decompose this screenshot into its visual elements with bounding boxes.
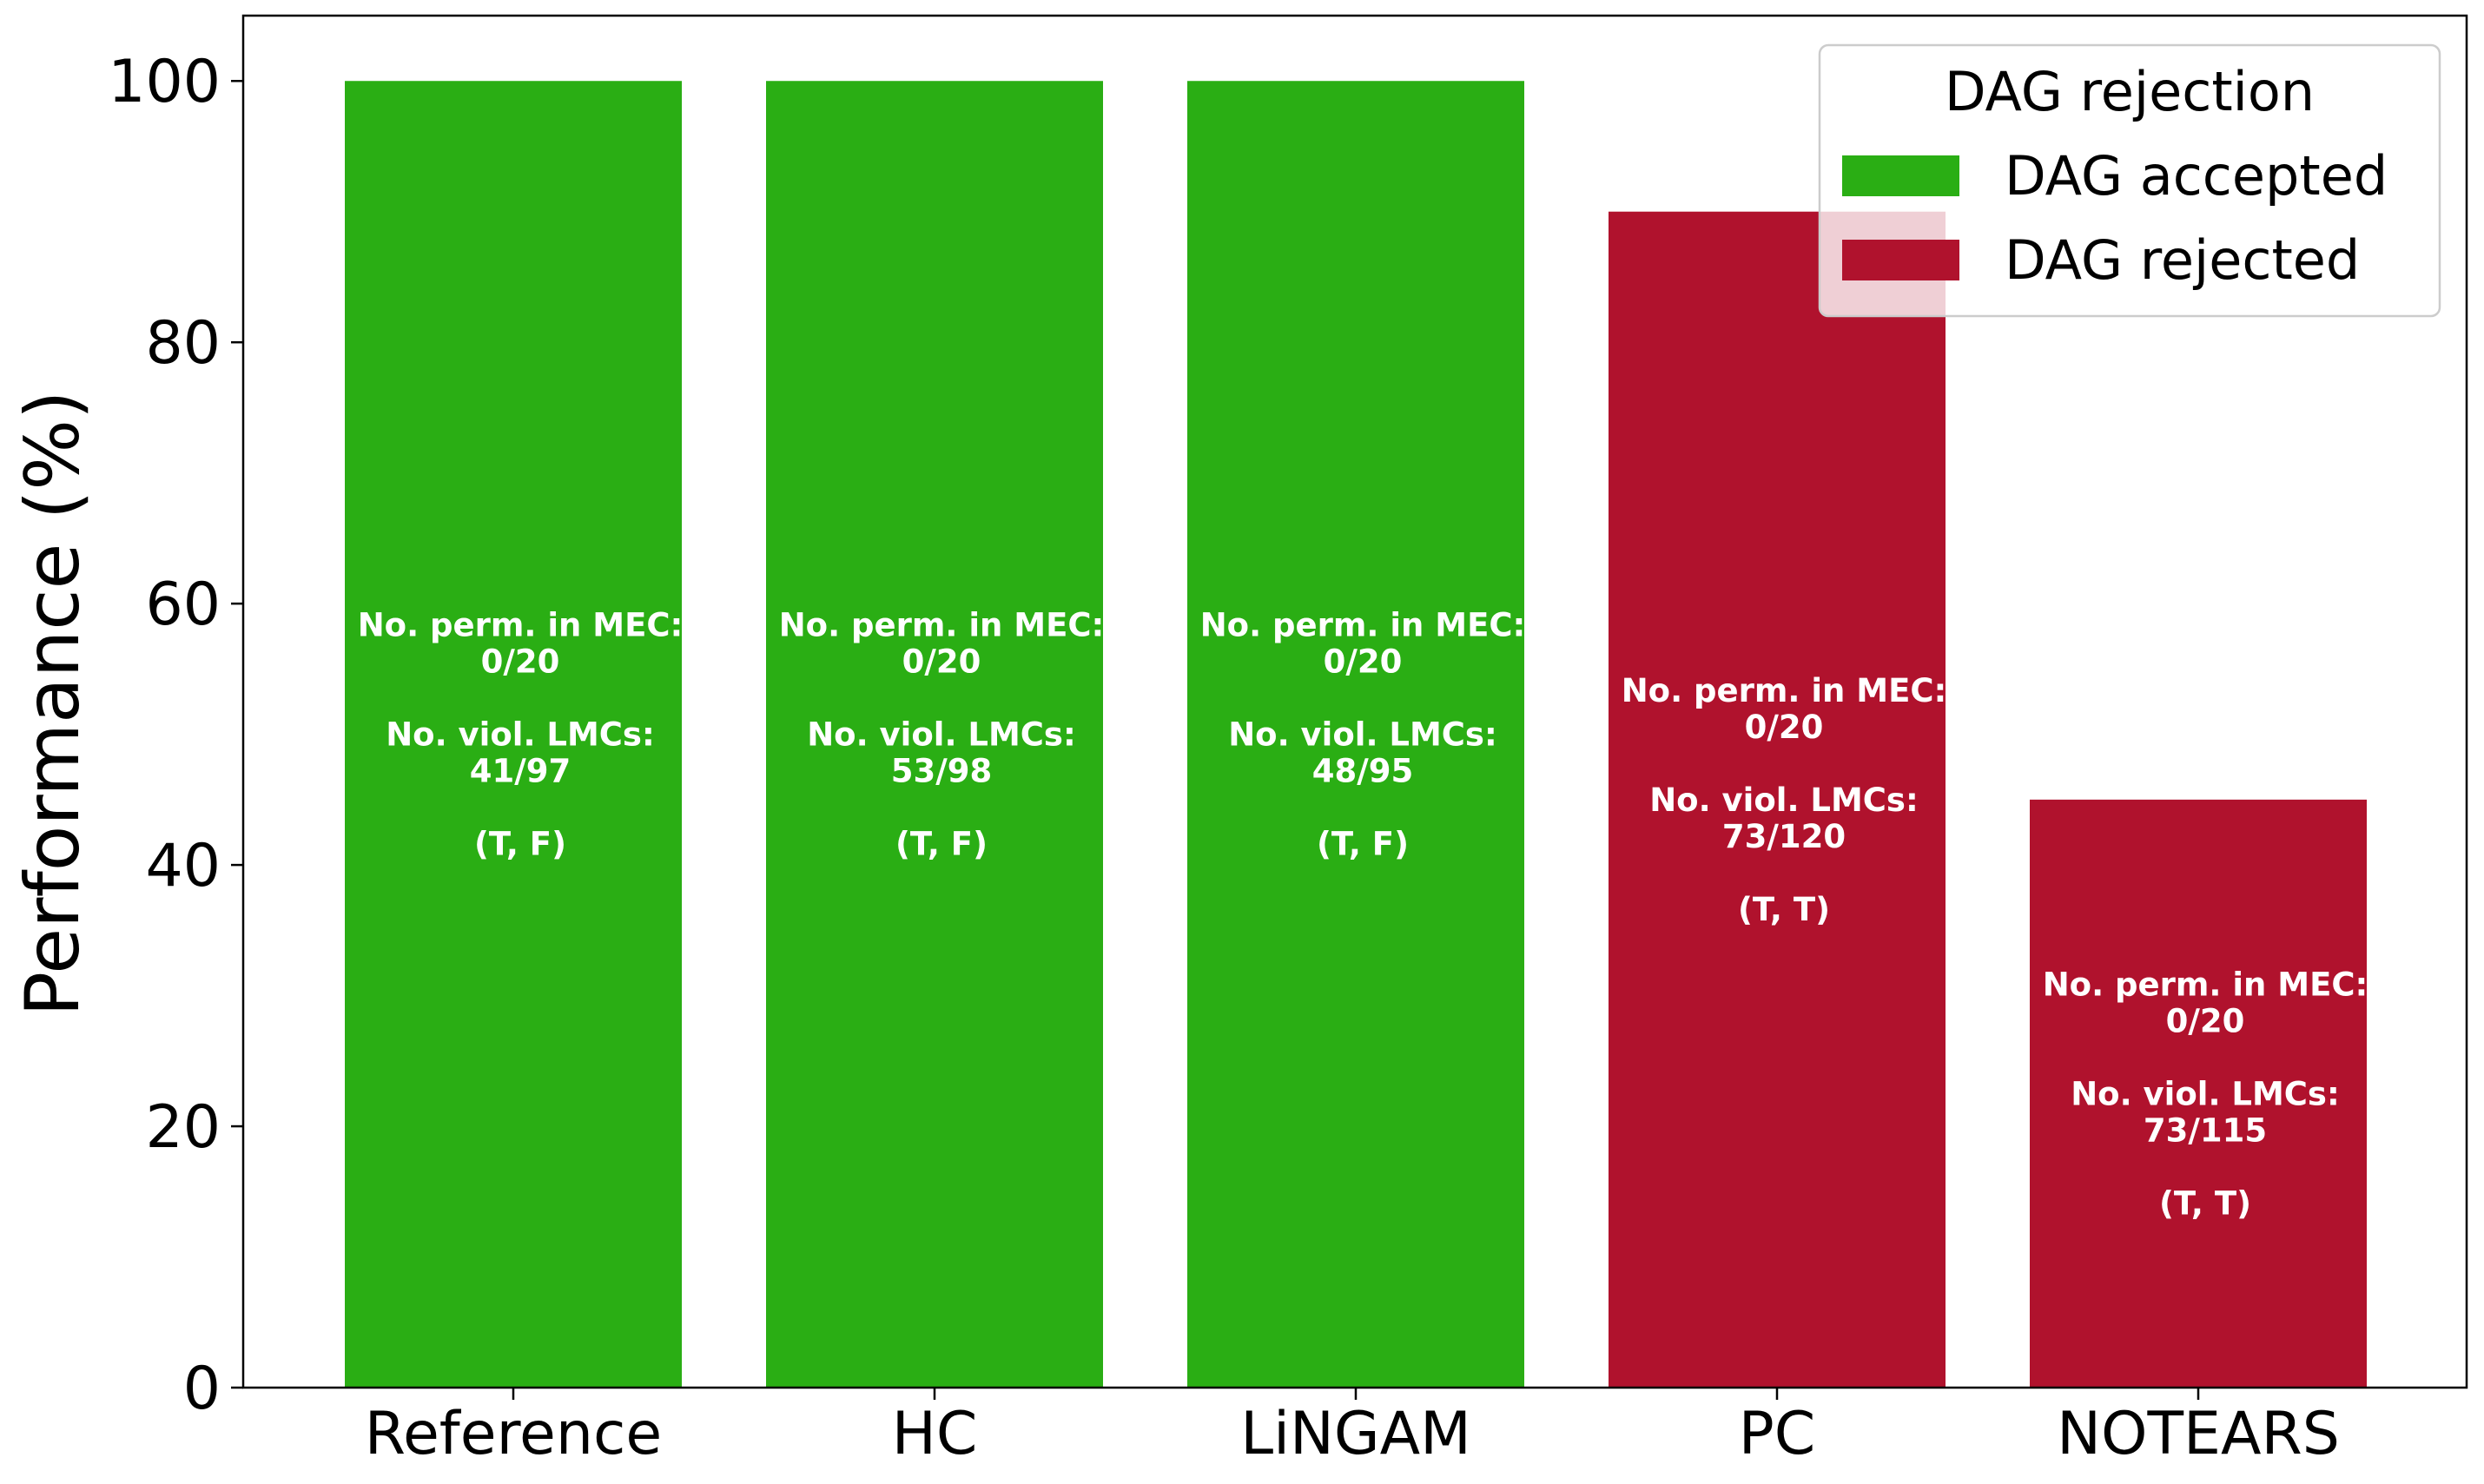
y-tick-label-80: 80 — [145, 309, 221, 378]
bar-annotation-hc-1: 0/20 — [902, 643, 981, 681]
bar-annotation-pc-1: 0/20 — [1745, 709, 1824, 746]
bar-annotation-reference-0: No. perm. in MEC: — [358, 607, 684, 644]
x-tick-label-lingam: LiNGAM — [1240, 1400, 1471, 1468]
bar-pc — [1609, 211, 1946, 1388]
x-tick-label-notears: NOTEARS — [2057, 1400, 2340, 1468]
legend-swatch-accepted — [1842, 155, 1959, 196]
x-tick-label-reference: Reference — [365, 1400, 662, 1468]
bar-annotation-reference-1: 0/20 — [481, 643, 560, 681]
bar-annotation-lingam-1: 0/20 — [1324, 643, 1403, 681]
legend-swatch-rejected — [1842, 240, 1959, 280]
bar-annotation-notears-0: No. perm. in MEC: — [2043, 966, 2368, 1003]
bar-annotation-lingam-3: No. viol. LMCs: — [1228, 716, 1497, 754]
bar-annotation-notears-3: No. viol. LMCs: — [2071, 1075, 2340, 1112]
bar-annotation-pc-4: 73/120 — [1722, 818, 1846, 855]
bar-annotation-hc-4: 53/98 — [891, 753, 993, 790]
legend-frame — [1818, 43, 2441, 318]
y-tick-label-60: 60 — [145, 571, 221, 639]
y-tick-label-100: 100 — [108, 48, 221, 116]
bar-annotation-hc-0: No. perm. in MEC: — [779, 607, 1105, 644]
bar-lingam — [1187, 81, 1524, 1388]
bar-annotation-lingam-0: No. perm. in MEC: — [1200, 607, 1526, 644]
legend-label-accepted: DAG accepted — [2005, 144, 2388, 208]
y-tick-label-40: 40 — [145, 832, 221, 900]
x-tick-label-pc: PC — [1739, 1400, 1816, 1468]
bar-annotation-hc-3: No. viol. LMCs: — [807, 716, 1076, 754]
x-tick-label-hc: HC — [892, 1400, 978, 1468]
y-axis-title: Performance (%) — [10, 390, 96, 1016]
bar-annotation-lingam-6: (T, F) — [1317, 826, 1409, 863]
y-tick-label-0: 0 — [183, 1355, 221, 1423]
bar-annotation-notears-1: 0/20 — [2166, 1002, 2245, 1039]
legend: DAG rejection DAG accepted DAG rejected — [1818, 43, 2441, 318]
bar-annotation-notears-4: 73/115 — [2144, 1111, 2267, 1149]
bar-hc — [766, 81, 1103, 1388]
y-tick-label-20: 20 — [145, 1093, 221, 1162]
bar-notears — [2030, 799, 2367, 1388]
bar-annotation-reference-6: (T, F) — [474, 826, 566, 863]
bar-annotation-pc-0: No. perm. in MEC: — [1622, 672, 1947, 709]
legend-title: DAG rejection — [1945, 60, 2315, 123]
y-axis: 0 20 40 60 80 100 — [108, 48, 243, 1423]
x-axis: Reference HC LiNGAM PC NOTEARS — [365, 1388, 2340, 1468]
bar-annotation-reference-3: No. viol. LMCs: — [386, 716, 655, 754]
bar-annotation-pc-3: No. viol. LMCs: — [1649, 782, 1919, 819]
bar-annotation-lingam-4: 48/95 — [1312, 753, 1414, 790]
bar-annotation-hc-6: (T, F) — [895, 826, 988, 863]
bar-annotation-pc-6: (T, T) — [1738, 891, 1830, 928]
bar-annotation-notears-6: (T, T) — [2159, 1184, 2251, 1222]
bar-annotation-reference-4: 41/97 — [470, 753, 571, 790]
legend-label-rejected: DAG rejected — [2005, 228, 2360, 292]
bar-reference — [345, 81, 682, 1388]
bars-group — [345, 81, 2367, 1388]
